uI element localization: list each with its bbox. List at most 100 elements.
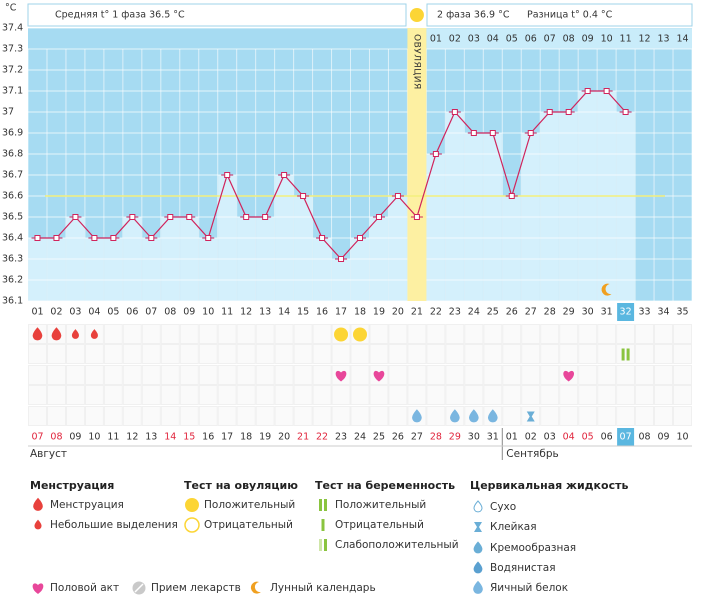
symbol-cell — [217, 344, 237, 364]
phase2-day: 13 — [657, 34, 669, 45]
symbol-cell — [388, 385, 408, 405]
temp-line — [37, 90, 627, 260]
heart-icon — [373, 370, 385, 382]
symbol-cell — [236, 324, 256, 344]
symbol-cell — [369, 385, 389, 405]
date-label: 27 — [411, 432, 423, 443]
symbol-cell — [236, 365, 256, 385]
temp-bar — [616, 112, 635, 301]
date-label: 17 — [221, 432, 233, 443]
symbol-cell — [179, 344, 199, 364]
symbol-cell — [673, 324, 692, 344]
date-label: 30 — [468, 432, 480, 443]
symbol-cell — [388, 365, 408, 385]
date-label: 04 — [563, 432, 575, 443]
date-label: 08 — [50, 432, 62, 443]
symbol-cell — [293, 344, 313, 364]
symbol-cell — [388, 344, 408, 364]
symbol-cell — [46, 344, 66, 364]
legend-item: Менструация — [50, 499, 124, 511]
temp-marker — [622, 109, 629, 115]
symbol-cell — [217, 365, 237, 385]
temp-marker — [300, 193, 307, 199]
symbol-cell — [312, 406, 332, 426]
symbol-cell — [388, 324, 408, 344]
y-tick-label: 36.2 — [2, 275, 23, 286]
x-tick-label: 07 — [145, 307, 157, 318]
symbol-cell — [445, 365, 465, 385]
drop-icon — [469, 409, 479, 423]
symbol-cell — [179, 385, 199, 405]
temp-marker — [375, 214, 382, 220]
symbol-cell — [198, 344, 218, 364]
x-tick-label: 21 — [411, 307, 423, 318]
symbol-cell — [122, 385, 142, 405]
heart-icon — [563, 370, 575, 382]
symbol-cell — [654, 324, 674, 344]
symbol-cell — [198, 406, 218, 426]
date-label: 13 — [145, 432, 157, 443]
legend-item: Сухо — [490, 501, 516, 513]
symbol-cell — [274, 406, 294, 426]
symbol-cell — [312, 385, 332, 405]
drop-icon — [473, 580, 483, 594]
temp-marker — [489, 130, 496, 136]
symbol-cell — [122, 324, 142, 344]
symbol-cell — [673, 365, 692, 385]
temp-bar — [294, 196, 313, 301]
legend-item: Яичный белок — [490, 582, 568, 594]
pregnancy-icon — [621, 348, 625, 361]
x-tick-label: 35 — [676, 307, 688, 318]
date-label: 11 — [107, 432, 119, 443]
symbol-cell — [654, 365, 674, 385]
symbol-cell — [84, 365, 104, 385]
x-tick-label: 20 — [392, 307, 404, 318]
y-tick-label: 36.9 — [2, 128, 23, 139]
symbol-cell — [521, 385, 541, 405]
x-tick-label: 02 — [50, 307, 62, 318]
symbol-cell — [28, 385, 47, 405]
x-tick-label: 30 — [582, 307, 594, 318]
symbol-cell — [198, 385, 218, 405]
symbol-cell — [502, 365, 522, 385]
legend-item: Слабоположительный — [335, 539, 459, 551]
temp-marker — [281, 172, 288, 178]
legend-title: Тест на овуляцию — [184, 479, 298, 492]
date-label: 25 — [373, 432, 385, 443]
x-tick-label: 06 — [126, 307, 138, 318]
symbol-cell — [407, 365, 427, 385]
symbol-cell — [217, 385, 237, 405]
x-tick-label: 32 — [620, 307, 632, 318]
legend-item: Положительный — [204, 499, 295, 511]
temp-marker — [129, 214, 136, 220]
y-tick-label: 36.6 — [2, 191, 23, 202]
symbol-cell — [673, 344, 692, 364]
symbol-cell — [369, 406, 389, 426]
symbol-cell — [445, 385, 465, 405]
header-box — [426, 3, 693, 27]
temp-bar — [28, 238, 47, 301]
unit-label: °C — [5, 3, 17, 14]
symbol-cell — [426, 385, 446, 405]
phase2-day: 14 — [676, 34, 688, 45]
x-tick-label: 18 — [354, 307, 366, 318]
symbol-cell — [65, 385, 85, 405]
phase2-day: 11 — [620, 34, 632, 45]
pregnancy-icon — [321, 519, 325, 531]
symbol-cell — [597, 406, 617, 426]
temp-marker — [451, 109, 458, 115]
temp-marker — [394, 193, 401, 199]
x-tick-label: 16 — [316, 307, 328, 318]
date-label: 07 — [31, 432, 43, 443]
temp-bar — [351, 238, 369, 301]
date-label: 23 — [335, 432, 347, 443]
date-label: 28 — [430, 432, 442, 443]
symbol-cell — [141, 406, 161, 426]
temp-marker — [262, 214, 269, 220]
x-tick-label: 28 — [544, 307, 556, 318]
legend-title: Тест на беременность — [315, 479, 455, 492]
y-tick-label: 37 — [2, 107, 14, 118]
today-box — [617, 303, 635, 321]
symbol-cell — [654, 344, 674, 364]
